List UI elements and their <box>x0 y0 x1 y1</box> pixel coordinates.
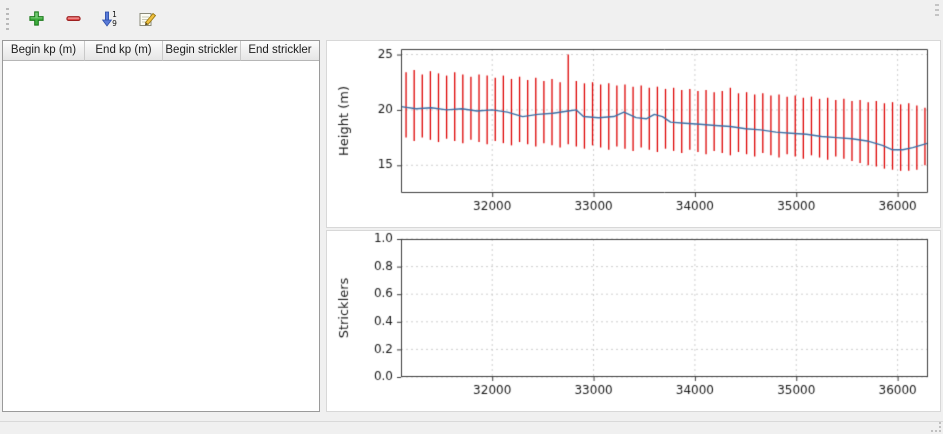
remove-row-button[interactable] <box>59 5 87 32</box>
toolbar-grip-handle[interactable] <box>6 7 9 30</box>
column-header-begin-kp[interactable]: Begin kp (m) <box>3 41 85 61</box>
height-chart-panel <box>326 40 941 228</box>
edit-button[interactable] <box>133 5 161 32</box>
table-header-row: Begin kp (m) End kp (m) Begin strickler … <box>3 41 319 61</box>
table-body[interactable] <box>3 61 319 411</box>
column-header-begin-strickler[interactable]: Begin strickler <box>163 41 241 61</box>
column-header-end-strickler[interactable]: End strickler <box>241 41 319 61</box>
stricklers-chart-panel <box>326 230 941 412</box>
column-header-end-kp[interactable]: End kp (m) <box>85 41 163 61</box>
toolbar: 1 9 <box>0 0 943 37</box>
plus-icon <box>28 11 44 26</box>
toolbar-extension-grip[interactable] <box>935 4 939 18</box>
sort-button[interactable]: 1 9 <box>96 5 124 32</box>
resize-grip-icon[interactable] <box>931 422 941 432</box>
add-row-button[interactable] <box>22 5 50 32</box>
svg-text:1: 1 <box>112 10 117 19</box>
svg-text:9: 9 <box>112 19 117 28</box>
minus-icon <box>65 16 81 22</box>
stricklers-table: Begin kp (m) End kp (m) Begin strickler … <box>2 40 320 412</box>
edit-pen-icon <box>139 12 156 26</box>
sort-numeric-descending-icon: 1 9 <box>101 10 117 28</box>
stricklers-chart <box>327 231 940 411</box>
height-chart <box>327 41 940 227</box>
status-bar <box>0 421 943 434</box>
